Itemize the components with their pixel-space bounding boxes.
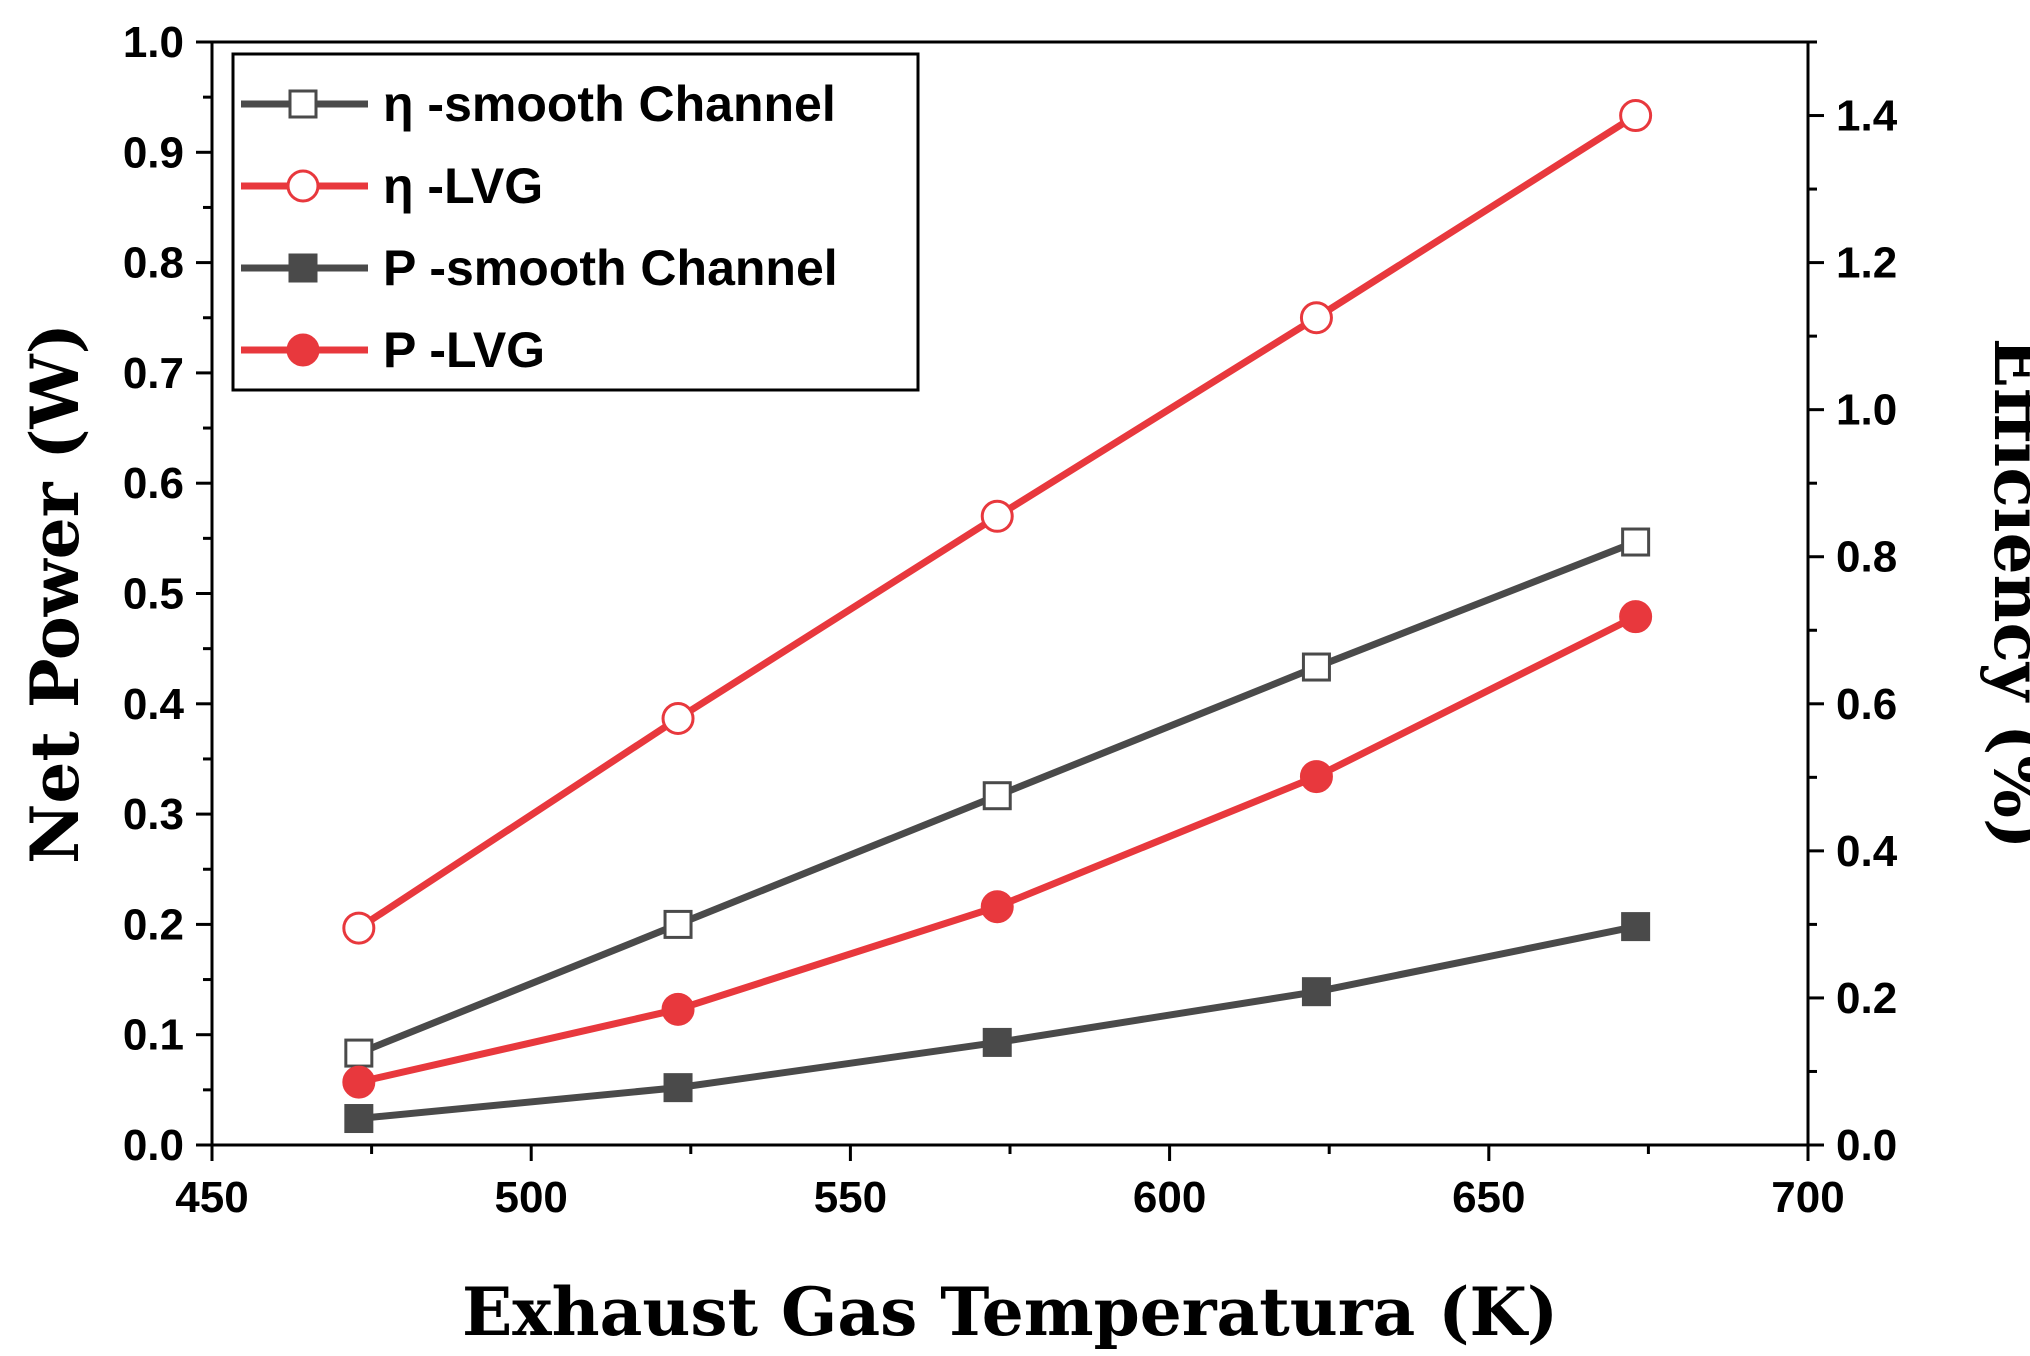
x-tick-label: 550	[814, 1173, 887, 1222]
x-tick-label: 600	[1133, 1173, 1206, 1222]
legend-label: P -LVG	[383, 322, 545, 378]
legend-frame	[231, 52, 920, 392]
x-tick-label: 450	[175, 1173, 248, 1222]
y-tick-label: 0.8	[123, 239, 184, 288]
y2-tick-label: 0.4	[1836, 827, 1898, 876]
data-point-s1-4	[1619, 99, 1653, 133]
y2-tick-label: 1.2	[1836, 239, 1897, 288]
data-point-s3-0	[342, 1065, 376, 1099]
y2-tick-label: 0.6	[1836, 680, 1897, 729]
y-axis-title: Net Power (W)	[16, 323, 94, 864]
y2-axis-title: Efficiency (%)	[1979, 338, 2030, 849]
y2-tick-label: 0.2	[1836, 974, 1897, 1023]
data-point-s1-0	[342, 911, 376, 945]
x-tick-label: 650	[1452, 1173, 1525, 1222]
data-point-s0-3	[1301, 652, 1331, 682]
data-point-s1-3	[1299, 301, 1333, 335]
data-point-s3-4	[1619, 600, 1653, 634]
data-point-s2-0	[344, 1104, 374, 1134]
y-tick-label: 0.3	[123, 790, 184, 839]
legend-marker	[288, 89, 318, 119]
data-point-s2-2	[982, 1027, 1012, 1057]
legend-marker	[288, 253, 318, 283]
y-tick-label: 0.5	[123, 570, 184, 619]
y2-tick-label: 1.0	[1836, 386, 1897, 435]
legend: η -smooth Channel η -LVG P -smooth Channel…	[231, 52, 920, 392]
data-point-s0-1	[663, 909, 693, 939]
data-point-s3-1	[661, 992, 695, 1026]
data-point-s3-2	[980, 890, 1014, 924]
y-tick-label: 0.1	[123, 1011, 184, 1060]
y2-tick-label: 0.0	[1836, 1121, 1897, 1170]
data-point-s0-2	[982, 781, 1012, 811]
x-axis-title: Exhaust Gas Temperatura (K)	[462, 1273, 1558, 1351]
y2-tick-label: 0.8	[1836, 533, 1897, 582]
legend-label: P -smooth Channel	[383, 240, 838, 296]
series-line-3	[358, 613, 1638, 1086]
data-point-s1-2	[980, 499, 1014, 533]
legend-marker	[286, 169, 320, 203]
y2-tick-label: 1.4	[1836, 92, 1898, 141]
data-point-s2-4	[1621, 912, 1651, 942]
legend-label: η -smooth Channel	[383, 76, 836, 132]
plot-area: 450 500 550 600 650 7000.00.10.20.30.40.50.60…	[16, 18, 2030, 1351]
data-point-s0-0	[344, 1038, 374, 1068]
y-tick-label: 0.9	[123, 128, 184, 177]
legend-marker	[286, 333, 320, 367]
data-point-s2-3	[1301, 977, 1331, 1007]
data-point-s0-4	[1621, 527, 1651, 557]
y-tick-label: 0.7	[123, 349, 184, 398]
x-tick-label: 500	[494, 1173, 567, 1222]
data-point-s1-1	[661, 702, 695, 736]
x-tick-label: 700	[1771, 1173, 1844, 1222]
y-tick-label: 0.4	[123, 680, 185, 729]
y-tick-label: 0.2	[123, 900, 184, 949]
series-line-2	[358, 923, 1637, 1123]
legend-label: η -LVG	[383, 158, 543, 214]
data-point-s2-1	[663, 1073, 693, 1103]
y-tick-label: 0.6	[123, 459, 184, 508]
data-point-s3-3	[1299, 760, 1333, 794]
y-tick-label: 0.0	[123, 1121, 184, 1170]
y-tick-label: 1.0	[123, 18, 184, 67]
